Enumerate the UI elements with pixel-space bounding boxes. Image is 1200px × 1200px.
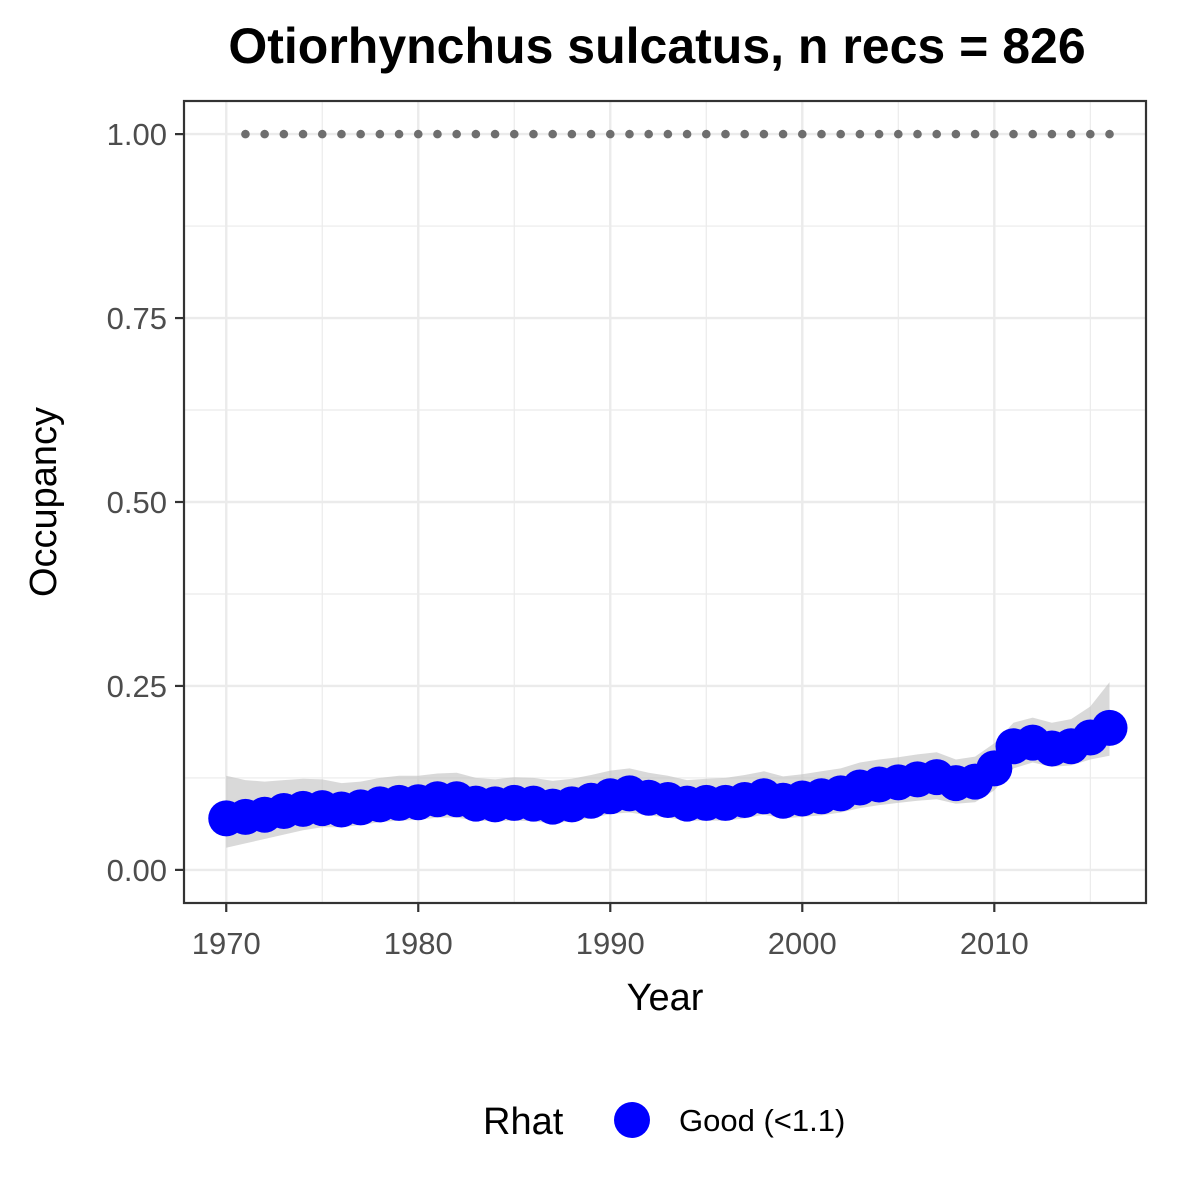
- reference-point: [375, 129, 385, 139]
- reference-point: [970, 129, 980, 139]
- reference-point: [1066, 129, 1076, 139]
- reference-point: [836, 129, 845, 139]
- reference-points: [241, 129, 1114, 139]
- reference-point: [433, 129, 442, 139]
- reference-point: [260, 129, 269, 139]
- reference-point: [317, 129, 327, 139]
- x-tick-label: 1990: [576, 926, 645, 961]
- legend-swatch: [614, 1102, 650, 1138]
- reference-point: [529, 129, 538, 139]
- reference-point: [701, 129, 711, 139]
- reference-point: [932, 129, 942, 139]
- reference-point: [625, 129, 634, 139]
- reference-point: [452, 129, 461, 139]
- reference-point: [394, 129, 404, 139]
- y-tick-label: 0.75: [107, 301, 167, 336]
- x-axis-title: Year: [627, 977, 704, 1019]
- reference-point: [413, 129, 423, 139]
- reference-point: [471, 129, 481, 139]
- reference-point: [1047, 129, 1057, 139]
- y-tick-label: 0.50: [107, 485, 167, 520]
- y-tick-label: 1.00: [107, 117, 167, 152]
- reference-point: [586, 129, 596, 139]
- reference-point: [356, 129, 365, 139]
- reference-point: [913, 129, 922, 139]
- reference-point: [682, 129, 692, 139]
- reference-point: [855, 129, 865, 139]
- reference-point: [759, 129, 769, 139]
- legend-label: Good (<1.1): [679, 1103, 845, 1138]
- reference-point: [663, 129, 673, 139]
- reference-point: [797, 129, 807, 139]
- reference-point: [298, 129, 308, 139]
- reference-point: [490, 129, 500, 139]
- y-tick-label: 0.25: [107, 669, 167, 704]
- reference-point: [1009, 129, 1018, 139]
- y-axis: 0.00 0.25 0.50 0.75 1.00: [107, 117, 184, 888]
- reference-point: [279, 129, 289, 139]
- legend: Rhat Good (<1.1): [483, 1101, 845, 1143]
- reference-point: [893, 129, 903, 139]
- reference-point: [644, 129, 653, 139]
- reference-point: [951, 129, 961, 139]
- x-tick-label: 2010: [960, 926, 1029, 961]
- legend-title: Rhat: [483, 1101, 564, 1143]
- reference-point: [874, 129, 884, 139]
- reference-point: [740, 129, 749, 139]
- reference-point: [509, 129, 519, 139]
- reference-point: [605, 129, 615, 139]
- x-axis: 1970 1980 1990 2000 2010: [192, 903, 1029, 961]
- reference-point: [567, 129, 577, 139]
- y-tick-label: 0.00: [107, 853, 167, 888]
- reference-point: [721, 129, 730, 139]
- y-axis-title: Occupancy: [23, 407, 65, 597]
- reference-point: [1105, 129, 1114, 139]
- chart-title: Otiorhynchus sulcatus, n recs = 826: [228, 18, 1085, 74]
- reference-point: [1028, 129, 1038, 139]
- data-point: [1091, 709, 1128, 746]
- reference-point: [990, 129, 999, 139]
- reference-point: [817, 129, 826, 139]
- occupancy-points: [208, 709, 1128, 837]
- reference-point: [241, 129, 250, 139]
- reference-point: [778, 129, 788, 139]
- x-tick-label: 2000: [768, 926, 837, 961]
- reference-point: [1086, 129, 1095, 139]
- reference-point: [548, 129, 557, 139]
- x-tick-label: 1980: [384, 926, 453, 961]
- reference-point: [337, 129, 346, 139]
- x-tick-label: 1970: [192, 926, 261, 961]
